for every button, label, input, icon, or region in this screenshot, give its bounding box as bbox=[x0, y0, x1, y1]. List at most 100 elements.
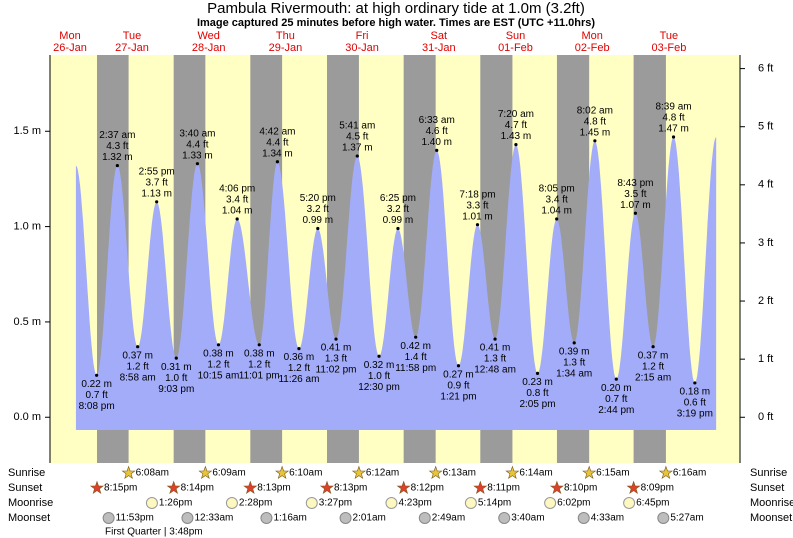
moonrise-icon bbox=[544, 497, 557, 509]
tide-label: 5:20 pm bbox=[300, 193, 336, 204]
tide-point bbox=[593, 139, 597, 143]
tide-label: 4.4 ft bbox=[186, 139, 208, 150]
y-tick-label: 0.5 m bbox=[13, 316, 41, 328]
tide-label: 0.18 m bbox=[680, 387, 711, 398]
tide-label: 6:33 am bbox=[419, 115, 455, 126]
tide-label: 3.4 ft bbox=[226, 195, 248, 206]
sunset-time: 8:11pm bbox=[487, 483, 520, 494]
moonset-time: 2:01am bbox=[353, 513, 386, 524]
moonrise-time: 5:14pm bbox=[478, 498, 511, 509]
tide-label: 2:15 am bbox=[635, 372, 671, 383]
tide-label: 4.5 ft bbox=[346, 132, 368, 143]
tide-point bbox=[136, 345, 140, 349]
tide-label: 0.32 m bbox=[364, 360, 395, 371]
tide-label: 1.0 ft bbox=[368, 371, 390, 382]
tide-label: 4.8 ft bbox=[584, 116, 606, 127]
tide-label: 3.2 ft bbox=[387, 204, 409, 215]
tide-label: 1.01 m bbox=[462, 211, 493, 222]
tide-point bbox=[95, 373, 99, 377]
moonrise-time: 2:28pm bbox=[239, 498, 272, 509]
sunrise-time: 6:15am bbox=[596, 468, 629, 479]
tide-label: 1.40 m bbox=[421, 137, 452, 148]
sunrise-time: 6:13am bbox=[443, 468, 476, 479]
moonset-icon bbox=[181, 512, 194, 524]
tide-point bbox=[475, 223, 480, 227]
moonrise-time: 4:23pm bbox=[398, 498, 431, 509]
day-name: Sun bbox=[506, 30, 526, 42]
tide-label: 1.3 ft bbox=[325, 354, 347, 365]
moonrise-icon bbox=[385, 497, 398, 509]
row-label: Sunrise bbox=[750, 467, 787, 479]
tide-point bbox=[651, 345, 655, 349]
tide-label: 0.37 m bbox=[122, 350, 153, 361]
y-tick-label: 1.0 m bbox=[13, 220, 41, 232]
tide-label: 2:05 pm bbox=[519, 399, 555, 410]
tide-label: 3:19 pm bbox=[677, 409, 713, 420]
sunrise-icon bbox=[428, 465, 443, 480]
tide-label: 0.9 ft bbox=[447, 380, 469, 391]
tide-label: 4.8 ft bbox=[662, 113, 684, 124]
sunset-icon bbox=[319, 480, 335, 495]
sunrise-icon bbox=[351, 465, 366, 480]
day-date: 27-Jan bbox=[115, 42, 149, 54]
tide-label: 4:06 pm bbox=[219, 184, 255, 195]
tide-label: 11:02 pm bbox=[316, 365, 357, 376]
tide-label: 1.32 m bbox=[102, 152, 133, 163]
sunset-time: 8:13pm bbox=[257, 483, 290, 494]
sunset-time: 8:15pm bbox=[104, 483, 137, 494]
day-date: 28-Jan bbox=[192, 42, 226, 54]
day-date: 02-Feb bbox=[575, 42, 610, 54]
tide-label: 5:41 am bbox=[339, 121, 375, 132]
tide-point bbox=[614, 377, 618, 381]
tide-point bbox=[414, 335, 418, 339]
sunrise-icon bbox=[275, 465, 290, 480]
moonset-icon bbox=[657, 512, 670, 524]
sunset-icon bbox=[89, 480, 105, 495]
day-date: 30-Jan bbox=[345, 42, 379, 54]
tide-label: 0.8 ft bbox=[526, 388, 548, 399]
moonrise-icon bbox=[145, 497, 158, 509]
tide-point bbox=[155, 200, 159, 204]
tide-point bbox=[377, 354, 381, 358]
y2-tick-label: 3 ft bbox=[758, 237, 773, 249]
moonset-icon bbox=[339, 512, 352, 524]
tide-point bbox=[195, 162, 200, 166]
day-date: 29-Jan bbox=[269, 42, 303, 54]
tide-curve bbox=[75, 137, 717, 430]
tide-point bbox=[671, 135, 676, 139]
tide-label: 1.04 m bbox=[541, 206, 572, 217]
day-name: Mon bbox=[59, 30, 80, 42]
tide-label: 8:08 pm bbox=[79, 401, 115, 412]
tide-label: 0.39 m bbox=[559, 347, 590, 358]
sunrise-time: 6:09am bbox=[212, 468, 245, 479]
sunrise-icon bbox=[505, 465, 520, 480]
y2-tick-label: 2 ft bbox=[758, 295, 773, 307]
tide-label: 0.41 m bbox=[480, 343, 511, 354]
tide-label: 7:18 pm bbox=[459, 189, 495, 200]
tide-label: 1.43 m bbox=[501, 131, 532, 142]
tide-label: 0.36 m bbox=[284, 352, 315, 363]
tide-label: 1:34 am bbox=[556, 369, 592, 380]
sunset-icon bbox=[243, 480, 258, 495]
tide-label: 0.38 m bbox=[203, 348, 234, 359]
tide-label: 1.2 ft bbox=[127, 361, 149, 372]
moonset-icon bbox=[418, 512, 431, 524]
tide-label: 0.31 m bbox=[161, 362, 192, 373]
row-label: Sunset bbox=[750, 482, 784, 494]
tide-point bbox=[216, 343, 221, 347]
moonrise-icon bbox=[225, 497, 238, 509]
tide-label: 1.3 ft bbox=[563, 358, 585, 369]
tide-label: 0.99 m bbox=[303, 215, 334, 226]
row-label: Moonset bbox=[8, 512, 50, 524]
sunrise-icon bbox=[582, 465, 597, 480]
tide-point bbox=[493, 337, 497, 341]
y2-tick-label: 5 ft bbox=[758, 121, 773, 133]
tide-label: 0.37 m bbox=[638, 350, 669, 361]
sunset-icon bbox=[549, 480, 564, 495]
sunrise-time: 6:10am bbox=[289, 468, 322, 479]
y-tick-label: 1.5 m bbox=[13, 125, 41, 137]
tide-point bbox=[257, 343, 261, 347]
tide-point bbox=[297, 347, 301, 351]
tide-point bbox=[174, 356, 178, 360]
tide-label: 3.3 ft bbox=[466, 200, 488, 211]
